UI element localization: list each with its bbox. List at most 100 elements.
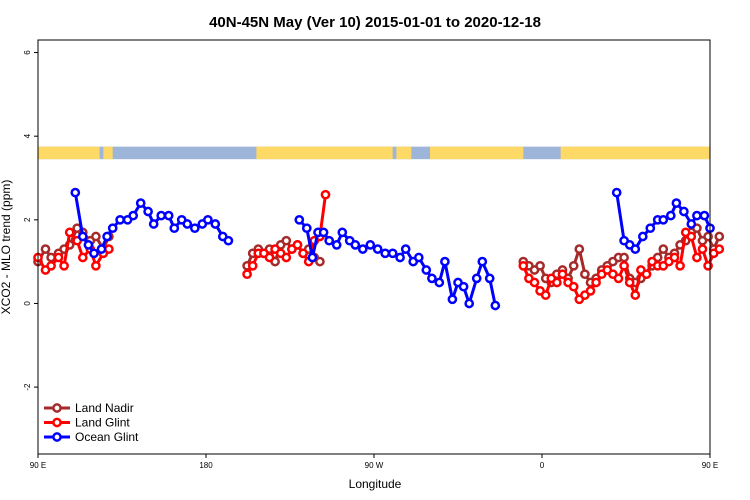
ocean-glint-point	[699, 210, 710, 221]
ocean-glint-point	[143, 206, 153, 217]
ocean-glint-point	[372, 244, 383, 254]
land-glint-point	[557, 269, 568, 280]
x-axis: 90 E 180 90 W 0 90 E	[30, 454, 718, 470]
ocean-glint-point	[331, 240, 342, 250]
ocean-glint-point	[447, 294, 458, 305]
y-tick-label: 2	[23, 217, 32, 222]
legend-land-glint-label: Land Glint	[75, 416, 130, 430]
land-nadir-point	[714, 231, 725, 242]
ocean-glint-point	[671, 198, 682, 208]
x-tick-label: 90 E	[702, 461, 718, 470]
land-glint-point	[686, 231, 697, 242]
land-glint-point	[552, 277, 562, 288]
y-tick-label: 6	[23, 50, 32, 55]
land-glint-point	[320, 189, 331, 200]
ocean-glint-point	[223, 235, 234, 246]
land-nadir-point	[535, 260, 545, 271]
ocean-glint-point	[413, 252, 424, 263]
ocean-glint-point	[169, 223, 180, 234]
land-band-segment	[430, 146, 524, 160]
land-glint-point	[529, 277, 540, 288]
land-glint-point	[591, 277, 601, 288]
land-nadir-point	[574, 244, 585, 254]
ocean-glint-point	[307, 252, 318, 263]
land-nadir-point	[40, 244, 51, 254]
land-glint-point	[714, 244, 725, 254]
land-nadir-point	[703, 231, 713, 242]
land-nadir-point	[91, 231, 101, 242]
land-glint-point	[91, 260, 101, 271]
land-glint-point	[585, 286, 596, 296]
land-glint-point	[59, 260, 69, 271]
x-tick-label: 90 W	[365, 461, 384, 470]
land-glint-point	[703, 260, 713, 271]
ocean-glint-point	[135, 198, 146, 208]
land-band-segment	[103, 146, 113, 160]
ocean-glint-point	[484, 273, 495, 284]
ocean-glint-point	[128, 210, 139, 221]
ocean-glint-point	[458, 281, 469, 292]
ocean-glint-point	[440, 256, 450, 267]
ocean-glint-point	[630, 244, 641, 254]
y-tick-label: -2	[23, 383, 32, 391]
series-ocean-glint	[70, 187, 715, 311]
ocean-glint-point	[490, 300, 501, 311]
land-nadir-point	[46, 252, 56, 263]
y-axis-label: XCO2 - MLO trend (ppm)	[0, 180, 13, 315]
ocean-glint-point	[337, 227, 348, 238]
ocean-glint-point	[156, 210, 167, 221]
legend-ocean-glint-label: Ocean Glint	[75, 430, 139, 444]
land-nadir-point	[315, 256, 325, 267]
legend-ocean-glint-marker	[52, 432, 62, 442]
land-glint-point	[624, 277, 635, 288]
ocean-glint-point	[203, 214, 213, 225]
ocean-glint-point	[182, 219, 193, 229]
ocean-glint-point	[434, 277, 445, 288]
ocean-glint-point	[471, 273, 482, 284]
land-nadir-point	[580, 269, 590, 280]
ocean-glint-point	[464, 298, 475, 309]
ocean-glint-point	[89, 248, 99, 259]
ocean-glint-point	[210, 219, 221, 229]
ocean-glint-point	[294, 214, 305, 225]
ocean-glint-point	[658, 214, 669, 225]
ocean-glint-point	[350, 240, 361, 250]
land-nadir-point	[281, 235, 292, 246]
x-axis-label: Longitude	[349, 477, 402, 491]
x-tick-label: 180	[199, 461, 213, 470]
ocean-glint-point	[692, 210, 702, 221]
land-glint-point	[242, 269, 252, 280]
land-glint-point	[568, 281, 579, 292]
series-land-glint	[33, 189, 725, 305]
land-nadir-point	[619, 252, 629, 263]
ocean-glint-point	[395, 252, 405, 263]
ocean-glint-point	[400, 244, 411, 254]
legend-land-glint-marker	[52, 417, 62, 428]
ocean-glint-point	[115, 214, 125, 225]
y-axis: -2 0 2 4 6	[23, 50, 38, 391]
ocean-glint-point	[70, 187, 81, 198]
x-tick-label: 0	[540, 461, 545, 470]
ocean-glint-point	[148, 219, 159, 229]
ocean-glint-point	[189, 223, 200, 234]
ocean-glint-point	[102, 231, 112, 242]
ocean-glint-point	[387, 248, 398, 259]
ocean-glint-point	[679, 206, 689, 217]
land-glint-point	[64, 227, 75, 238]
ocean-glint-point	[477, 256, 488, 267]
land-glint-point	[518, 260, 529, 271]
land-glint-point	[630, 290, 641, 300]
land-glint-point	[264, 252, 275, 263]
ocean-glint-point	[380, 248, 391, 259]
ocean-glint-point	[83, 240, 94, 250]
land-glint-point	[697, 244, 708, 254]
land-glint-point	[247, 260, 258, 271]
ocean-glint-point	[637, 231, 648, 242]
ocean-glint-line	[298, 218, 497, 306]
land-glint-point	[281, 252, 292, 263]
ocean-glint-point	[324, 235, 335, 246]
land-glint-point	[298, 248, 308, 259]
land-band-segment	[396, 146, 412, 160]
ocean-glint-point	[665, 210, 676, 221]
